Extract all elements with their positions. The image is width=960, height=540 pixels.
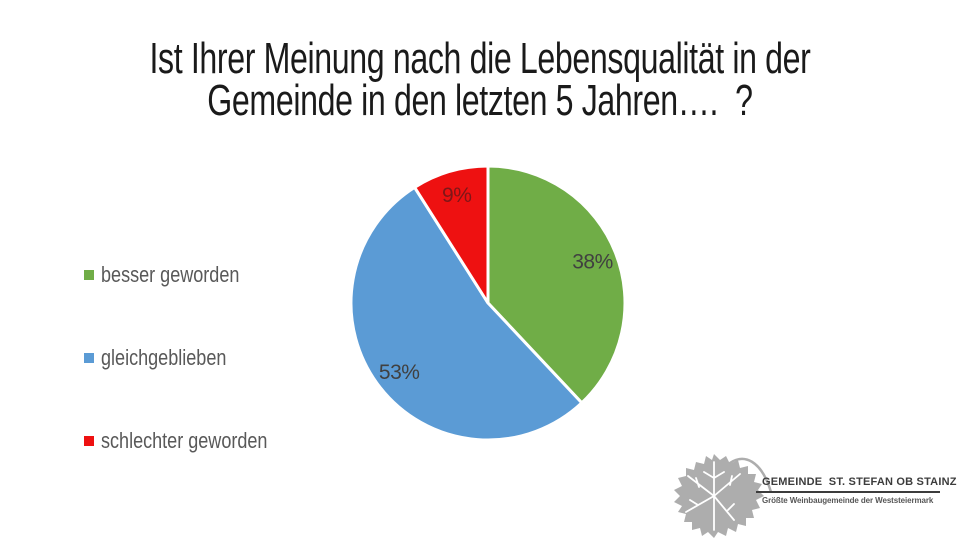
logo-name: GEMEINDE ST. STEFAN OB STAINZ <box>762 476 957 488</box>
legend: besser geworden gleichgeblieben schlechter… <box>84 264 304 452</box>
pie-slice-label: 53% <box>379 361 420 384</box>
pie-slice-schlechter-geworden <box>413 164 490 305</box>
logo-divider <box>756 491 940 493</box>
legend-item: gleichgeblieben <box>84 347 304 369</box>
slide-title: Ist Ihrer Meinung nach die Lebensqualitä… <box>0 34 960 125</box>
pie-chart-svg: 38% 53% 9% <box>349 164 627 442</box>
municipality-logo: GEMEINDE ST. STEFAN OB STAINZ Größte Wei… <box>668 448 957 540</box>
slide-title-line-1: Ist Ihrer Meinung nach die Lebensqualitä… <box>149 34 811 83</box>
legend-marker <box>84 270 94 280</box>
legend-item: schlechter geworden <box>84 430 304 452</box>
legend-item: besser geworden <box>84 264 304 286</box>
pie-slice-besser-geworden <box>486 164 627 405</box>
pie-slice-gleichgeblieben <box>349 185 584 442</box>
legend-label: schlechter geworden <box>101 428 268 453</box>
logo-text-block: GEMEINDE ST. STEFAN OB STAINZ Größte Wei… <box>756 476 957 505</box>
pie-slice-label: 38% <box>572 251 613 274</box>
slide-title-line-2: Gemeinde in den letzten 5 Jahren…. ? <box>207 76 753 125</box>
legend-marker <box>84 436 94 446</box>
logo-tagline: Größte Weinbaugemeinde der Weststeiermar… <box>762 496 934 505</box>
legend-label: gleichgeblieben <box>101 345 227 370</box>
legend-marker <box>84 353 94 363</box>
legend-label: besser geworden <box>101 262 240 287</box>
pie-slice-label: 9% <box>442 184 471 207</box>
grape-leaf-icon <box>674 454 772 538</box>
pie-chart: 38% 53% 9% <box>348 163 628 443</box>
